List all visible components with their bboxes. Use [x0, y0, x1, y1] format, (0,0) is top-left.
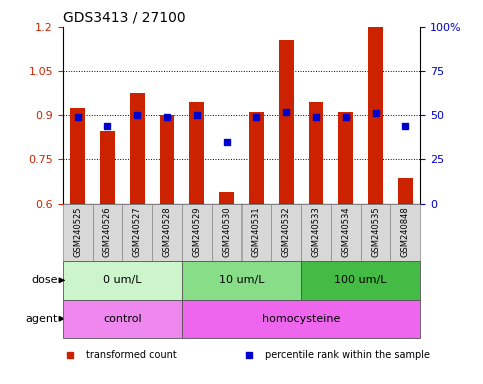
- Bar: [63, 300, 182, 338]
- Bar: [301, 261, 420, 300]
- Bar: [398, 179, 413, 204]
- Text: GSM240528: GSM240528: [163, 207, 171, 257]
- Text: GSM240531: GSM240531: [252, 207, 261, 257]
- Bar: [93, 204, 122, 261]
- Text: GSM240848: GSM240848: [401, 207, 410, 257]
- Bar: [122, 204, 152, 261]
- Bar: [301, 204, 331, 261]
- Bar: [279, 40, 294, 204]
- Text: GSM240525: GSM240525: [73, 207, 82, 257]
- Bar: [130, 93, 145, 204]
- Bar: [182, 261, 301, 300]
- Text: agent: agent: [26, 314, 58, 324]
- Text: GSM240529: GSM240529: [192, 207, 201, 257]
- Text: dose: dose: [31, 275, 58, 285]
- Bar: [63, 261, 182, 300]
- Bar: [361, 204, 390, 261]
- Bar: [242, 204, 271, 261]
- Text: 100 um/L: 100 um/L: [334, 275, 387, 285]
- Bar: [249, 112, 264, 204]
- Bar: [182, 204, 212, 261]
- Text: GSM240526: GSM240526: [103, 207, 112, 257]
- Text: GSM240535: GSM240535: [371, 207, 380, 257]
- Text: GSM240534: GSM240534: [341, 207, 350, 257]
- Text: 10 um/L: 10 um/L: [219, 275, 264, 285]
- Bar: [63, 204, 93, 261]
- Text: GSM240532: GSM240532: [282, 207, 291, 257]
- Text: GDS3413 / 27100: GDS3413 / 27100: [63, 10, 185, 24]
- Text: GSM240530: GSM240530: [222, 207, 231, 257]
- Bar: [390, 204, 420, 261]
- Text: control: control: [103, 314, 142, 324]
- Bar: [189, 102, 204, 204]
- Bar: [212, 204, 242, 261]
- Bar: [182, 300, 420, 338]
- Bar: [368, 27, 383, 204]
- Text: GSM240533: GSM240533: [312, 207, 320, 257]
- Text: GSM240527: GSM240527: [133, 207, 142, 257]
- Bar: [331, 204, 361, 261]
- Bar: [309, 102, 324, 204]
- Text: percentile rank within the sample: percentile rank within the sample: [265, 350, 430, 360]
- Bar: [338, 112, 353, 204]
- Bar: [70, 108, 85, 204]
- Text: homocysteine: homocysteine: [262, 314, 340, 324]
- Bar: [159, 115, 174, 204]
- Bar: [152, 204, 182, 261]
- Text: transformed count: transformed count: [86, 350, 177, 360]
- Bar: [219, 192, 234, 204]
- Bar: [271, 204, 301, 261]
- Bar: [100, 131, 115, 204]
- Text: 0 um/L: 0 um/L: [103, 275, 142, 285]
